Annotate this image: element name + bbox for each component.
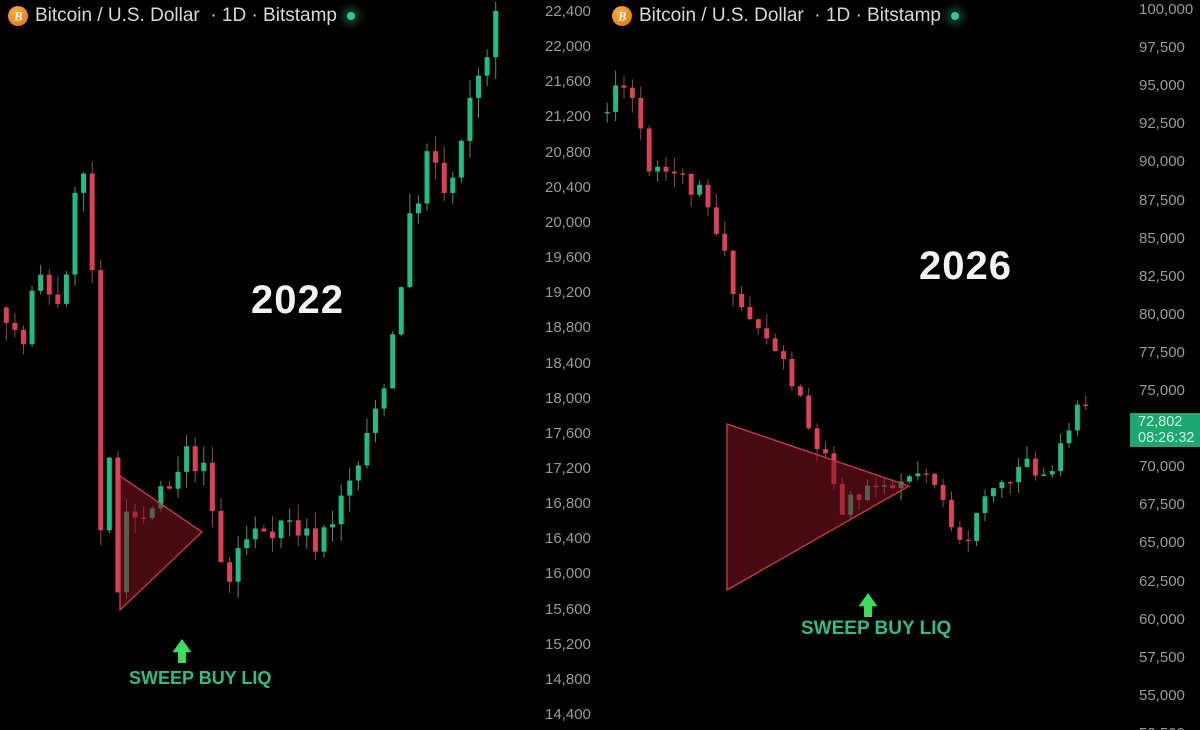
svg-text:B: B (13, 10, 22, 24)
svg-text:B: B (617, 10, 626, 24)
